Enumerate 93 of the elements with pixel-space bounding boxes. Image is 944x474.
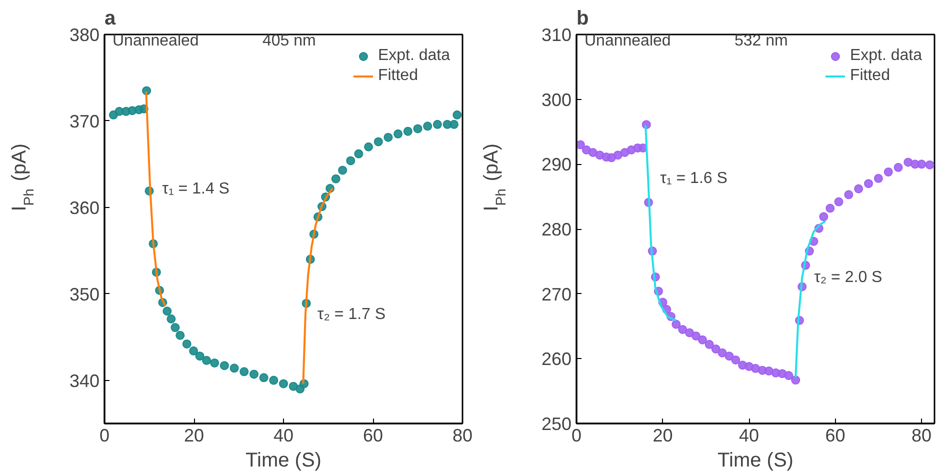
point [220, 361, 229, 370]
y-tick-label: 270 [541, 284, 572, 304]
chart-title: b [576, 8, 589, 30]
annotation: τ₂ = 1.7 S [317, 306, 386, 324]
x-tick-label: 80 [452, 426, 473, 446]
x-tick-label: 40 [273, 426, 294, 446]
point [374, 137, 383, 146]
x-axis-title: Time (S) [718, 450, 794, 472]
y-tick-label: 250 [541, 414, 572, 434]
legend-label: Fitted [378, 67, 418, 85]
x-axis-title: Time (S) [246, 450, 322, 472]
point [724, 352, 734, 361]
annotation: τ₁ = 1.4 S [162, 180, 230, 198]
point [826, 204, 835, 213]
point [449, 120, 458, 129]
y-axis-title: IPh (pA) [8, 144, 36, 212]
point [394, 129, 403, 138]
point [189, 346, 198, 356]
y-tick-label: 260 [541, 349, 572, 370]
point [834, 197, 844, 206]
point [162, 306, 172, 316]
point [269, 376, 278, 385]
y-tick-label: 350 [69, 284, 100, 304]
legend-label: Expt. data [850, 47, 922, 65]
point [691, 331, 700, 340]
annotation: 532 nm [734, 32, 788, 50]
point [864, 179, 874, 188]
point [874, 174, 883, 183]
x-tick-label: 20 [184, 426, 204, 446]
chart-title: a [104, 8, 116, 30]
point [166, 314, 176, 324]
y-axis-title: IPh (pA) [480, 144, 508, 212]
point [354, 149, 364, 158]
point [240, 367, 249, 376]
point [364, 142, 374, 152]
x-tick-label: 40 [739, 426, 760, 446]
point [452, 110, 462, 120]
point [413, 124, 422, 134]
y-tick-label: 280 [541, 220, 572, 240]
point [764, 366, 774, 376]
x-tick-label: 0 [571, 426, 582, 446]
y-tick-label: 290 [541, 154, 572, 175]
y-tick-label: 340 [69, 370, 100, 391]
point [698, 335, 707, 344]
x-tick-label: 80 [912, 426, 932, 446]
point [613, 150, 622, 160]
point [844, 190, 854, 200]
annotation: τ₁ = 1.6 S [660, 170, 728, 187]
legend-label: Expt. data [378, 47, 450, 65]
point [346, 156, 356, 166]
point [230, 364, 239, 373]
point [170, 323, 180, 332]
annotation: 405 nm [262, 32, 316, 50]
point [731, 355, 740, 364]
y-tick-label: 370 [69, 111, 100, 132]
point [338, 166, 348, 175]
x-tick-label: 60 [362, 426, 384, 446]
point [403, 126, 412, 136]
y-tick-label: 300 [541, 90, 572, 110]
point [704, 340, 714, 349]
legend-label: Fitted [850, 67, 890, 85]
point [249, 370, 258, 379]
point [423, 122, 432, 131]
point [925, 160, 934, 170]
point [819, 212, 828, 222]
point [884, 167, 893, 176]
point [917, 160, 926, 169]
point [678, 325, 688, 334]
point [195, 352, 204, 361]
y-tick-label: 380 [69, 25, 100, 45]
point [176, 330, 185, 340]
point [791, 376, 800, 385]
point [202, 356, 212, 365]
y-tick-label: 310 [541, 25, 572, 45]
point [210, 358, 220, 368]
y-tick-label: 360 [69, 198, 100, 218]
point [588, 148, 598, 157]
annotation: τ₂ = 2.0 S [814, 269, 882, 286]
point [279, 379, 288, 388]
point [672, 320, 681, 329]
point [384, 132, 393, 142]
point [784, 371, 794, 380]
point [331, 174, 340, 184]
point [432, 120, 442, 129]
point [182, 339, 192, 348]
point [711, 344, 720, 354]
point [259, 373, 268, 382]
x-tick-label: 60 [825, 426, 846, 446]
point [718, 348, 727, 358]
x-tick-label: 20 [652, 426, 673, 446]
x-tick-label: 0 [99, 426, 110, 446]
point [894, 162, 903, 172]
point [854, 184, 864, 194]
